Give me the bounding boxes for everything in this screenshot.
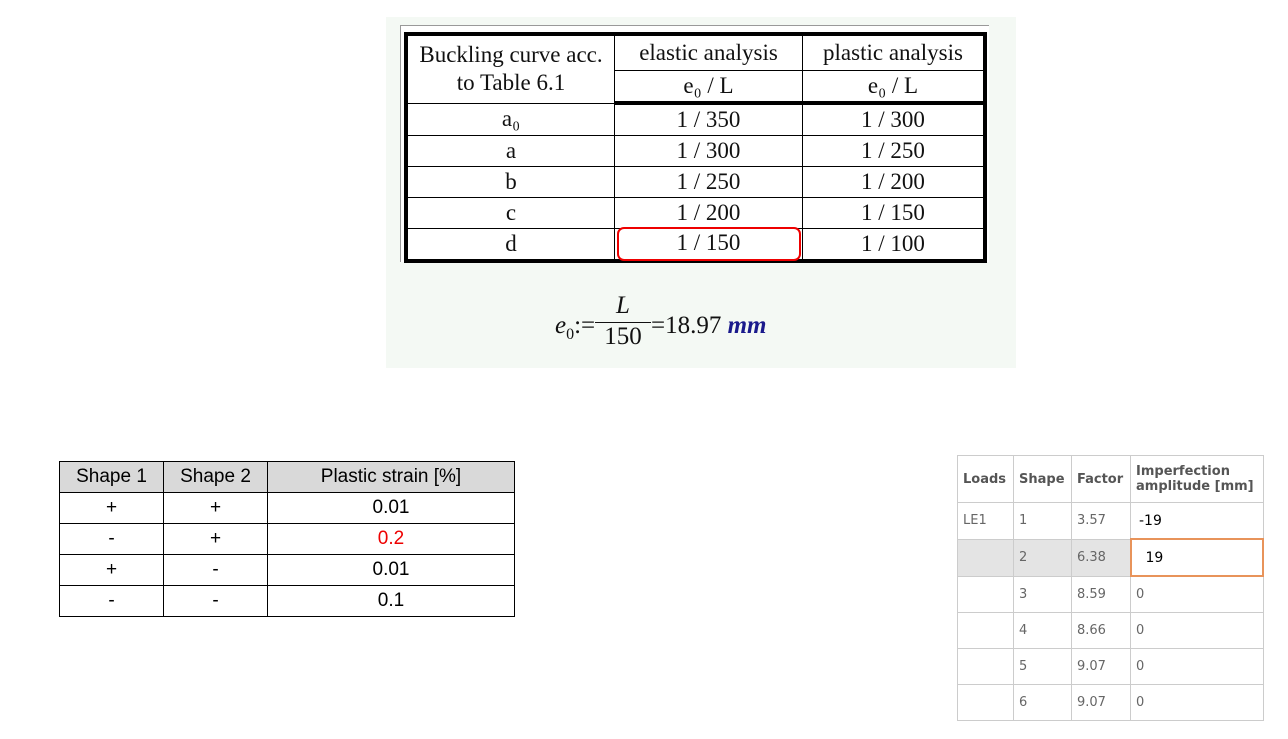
table-row[interactable]: 5 9.07 0 (957, 648, 1264, 685)
table-row: + +0.01 (59, 492, 515, 524)
shape-1-sign: - (59, 523, 164, 555)
table-row: a₀ 1 / 350 1 / 300 (405, 102, 986, 136)
factor-cell: 8.59 (1071, 575, 1131, 613)
header-factor: Factor (1071, 455, 1131, 503)
shape-cell: 5 (1013, 648, 1072, 685)
loads-cell (957, 612, 1014, 649)
amplitude-cell[interactable]: 0 (1130, 575, 1264, 613)
shape-2-sign: - (163, 554, 268, 586)
table-row[interactable]: LE1 1 3.57 -19 (957, 502, 1264, 540)
shape-1-sign: + (59, 554, 164, 586)
shape-cell: 3 (1013, 575, 1072, 613)
factor-cell: 9.07 (1071, 648, 1131, 685)
buckling-curve-table: Buckling curve acc. to Table 6.1 elastic… (404, 32, 987, 263)
loads-cell (957, 538, 1014, 577)
header-shape: Shape (1013, 455, 1072, 503)
table-row[interactable]: 4 8.66 0 (957, 612, 1264, 649)
amplitude-input[interactable]: 19 (1129, 538, 1264, 577)
curve-cell: c (405, 197, 615, 229)
loads-cell (957, 648, 1014, 685)
plastic-strain-value: 0.1 (267, 585, 515, 617)
factor-cell: 9.07 (1071, 684, 1131, 721)
plastic-cell: 1 / 300 (802, 102, 986, 136)
elastic-cell: 1 / 300 (614, 135, 803, 167)
elastic-cell: 1 / 200 (614, 197, 803, 229)
factor-cell: 8.66 (1071, 612, 1131, 649)
header-shape-2: Shape 2 (163, 461, 268, 493)
amplitude-cell[interactable]: 0 (1130, 684, 1264, 721)
plastic-cell: 1 / 200 (802, 166, 986, 198)
plastic-strain-table: Shape 1 Shape 2 Plastic strain [%] + +0.01-… (59, 461, 515, 617)
curve-cell: b (405, 166, 615, 198)
amplitude-cell[interactable]: -19 (1130, 502, 1264, 540)
header-imperfection-amplitude: Imperfection amplitude [mm] (1130, 455, 1264, 503)
shape-cell: 1 (1013, 502, 1072, 540)
table-row: - +0.2 (59, 523, 515, 555)
shape-2-sign: - (163, 585, 268, 617)
formula-numerator: L (616, 292, 630, 319)
subheader-plastic: e₀ / L (802, 70, 986, 105)
elastic-cell: 1 / 250 (614, 166, 803, 198)
shape-2-sign: + (163, 492, 268, 524)
formula-lhs: e (555, 312, 567, 339)
formula-fraction: L 150 (595, 292, 651, 351)
formula-unit: mm (727, 312, 767, 339)
elastic-cell: 1 / 350 (614, 102, 803, 136)
amplitude-cell[interactable]: 0 (1130, 648, 1264, 685)
fraction-bar (595, 322, 651, 323)
loads-cell: LE1 (957, 502, 1014, 540)
plastic-strain-value: 0.2 (267, 523, 515, 555)
highlighted-value: 1 / 150 (616, 227, 801, 261)
curve-cell: d (405, 228, 615, 262)
loads-cell (957, 684, 1014, 721)
shape-2-sign: + (163, 523, 268, 555)
table-row: + -0.01 (59, 554, 515, 586)
loads-cell (957, 575, 1014, 613)
curve-cell: a (405, 135, 615, 167)
plastic-cell: 1 / 250 (802, 135, 986, 167)
table-row[interactable]: 6 9.07 0 (957, 684, 1264, 721)
formula-assign: := (574, 312, 596, 339)
header-loads: Loads (957, 455, 1014, 503)
formula-lhs-sub: 0 (566, 326, 575, 343)
imperfection-table: Loads Shape Factor Imperfection amplitude [… (957, 455, 1264, 721)
header-plastic-strain: Plastic strain [%] (267, 461, 515, 493)
table-row[interactable]: 3 8.59 0 (957, 575, 1264, 613)
subheader-elastic: e₀ / L (614, 70, 803, 105)
plastic-cell: 1 / 150 (802, 197, 986, 229)
factor-cell: 3.57 (1071, 502, 1131, 540)
plastic-strain-value: 0.01 (267, 492, 515, 524)
formula-denominator: 150 (604, 323, 642, 350)
shape-cell: 4 (1013, 612, 1072, 649)
amplitude-cell[interactable]: 0 (1130, 612, 1264, 649)
plastic-cell: 1 / 100 (802, 228, 986, 262)
shape-1-sign: + (59, 492, 164, 524)
factor-cell: 6.38 (1071, 538, 1131, 577)
table-row[interactable]: 2 6.38 19 (957, 538, 1264, 577)
header-elastic: elastic analysis (614, 33, 803, 71)
plastic-strain-value: 0.01 (267, 554, 515, 586)
formula-result: =18.97 (651, 312, 722, 339)
elastic-cell: 1 / 150 (614, 227, 803, 262)
shape-cell: 6 (1013, 684, 1072, 721)
header-buckling-curve: Buckling curve acc. to Table 6.1 (405, 33, 615, 104)
header-plastic: plastic analysis (802, 33, 986, 71)
shape-cell: 2 (1013, 538, 1072, 577)
header-shape-1: Shape 1 (59, 461, 164, 493)
table-row: - -0.1 (59, 585, 515, 617)
shape-1-sign: - (59, 585, 164, 617)
curve-cell: a₀ (405, 102, 615, 136)
